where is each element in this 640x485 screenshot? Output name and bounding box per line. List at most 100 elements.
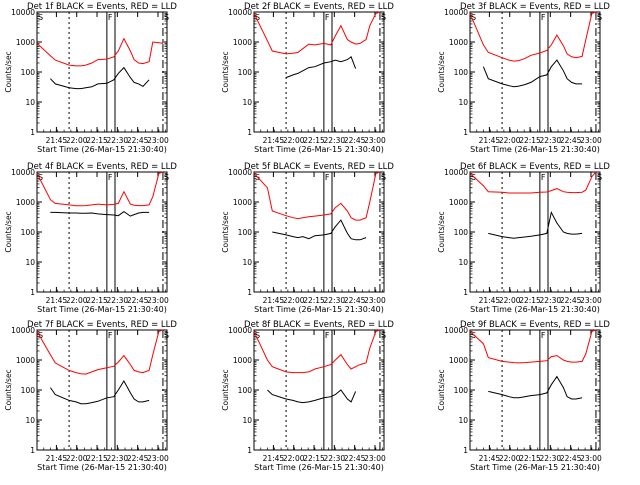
y-tick-label: 10000: [228, 168, 252, 177]
marker-label: S: [381, 13, 386, 22]
plot-frame: [469, 329, 601, 451]
x-tick-label: 22:00: [499, 296, 521, 305]
x-tick-label: 22:30: [324, 296, 346, 305]
y-tick-label: 100: [238, 68, 253, 77]
x-tick-label: 21:45: [263, 296, 285, 305]
x-axis-title: Start Time (26-Mar-15 21:30:40): [470, 463, 600, 472]
y-axis-title: Counts/sec: [437, 211, 446, 252]
x-tick-label: 22:45: [560, 454, 582, 463]
series-line-lld: [36, 37, 163, 67]
series-line-events: [488, 210, 583, 239]
y-tick-label: 10: [458, 416, 468, 425]
x-tick-label: 22:45: [344, 454, 366, 463]
x-tick-label: 21:45: [263, 136, 285, 145]
y-tick-label: 100: [21, 68, 36, 77]
x-tick-label: 22:45: [127, 454, 149, 463]
y-tick-label: 100: [21, 386, 36, 395]
x-tick-label: 22:00: [66, 296, 88, 305]
y-tick-label: 10000: [444, 326, 468, 335]
y-tick-label: 1: [247, 446, 252, 455]
series-line-events: [488, 375, 583, 400]
panel-title: Det 6f BLACK = Events, RED = LLD: [460, 162, 610, 172]
y-axis-title: Counts/sec: [4, 51, 13, 92]
series-line-events: [482, 59, 583, 88]
marker-label: S: [38, 13, 43, 22]
x-tick-label: 23:00: [364, 296, 386, 305]
marker-label: S: [381, 173, 386, 182]
marker-label: F: [108, 173, 113, 182]
marker-label: S: [255, 331, 260, 340]
x-tick-label: 22:15: [519, 296, 541, 305]
x-tick-label: 22:00: [66, 136, 88, 145]
plot-frame: [469, 171, 601, 293]
x-tick-label: 23:00: [580, 454, 602, 463]
marker-label: F: [325, 331, 330, 340]
panel-title: Det 4f BLACK = Events, RED = LLD: [27, 162, 177, 172]
marker-label: F: [541, 13, 546, 22]
x-tick-label: 22:45: [344, 136, 366, 145]
plot-frame: [253, 11, 385, 133]
y-tick-label: 1000: [233, 356, 252, 365]
y-tick-label: 1: [30, 128, 35, 137]
series-line-events: [50, 66, 150, 90]
x-tick-label: 22:45: [344, 296, 366, 305]
panel-det-7: Det 7f BLACK = Events, RED = LLD 1 10 100 10…: [4, 320, 177, 472]
y-tick-label: 1000: [16, 198, 35, 207]
panel-det-5: Det 5f BLACK = Events, RED = LLD 1 10 100 10…: [221, 162, 394, 314]
marker-label: F: [541, 331, 546, 340]
x-tick-label: 22:30: [107, 296, 129, 305]
plot-frame: [36, 329, 168, 451]
x-axis-title: Start Time (26-Mar-15 21:30:40): [254, 145, 384, 154]
x-tick-label: 22:45: [560, 296, 582, 305]
x-tick-label: 21:45: [46, 454, 68, 463]
x-tick-label: 22:15: [519, 454, 541, 463]
y-tick-label: 100: [454, 228, 469, 237]
marker-label: S: [255, 13, 260, 22]
y-axis-title: Counts/sec: [4, 211, 13, 252]
x-axis-title: Start Time (26-Mar-15 21:30:40): [470, 145, 600, 154]
x-tick-label: 22:30: [540, 136, 562, 145]
marker-label: S: [381, 331, 386, 340]
y-tick-label: 10000: [11, 326, 35, 335]
y-axis-title: Counts/sec: [437, 51, 446, 92]
marker-label: F: [541, 173, 546, 182]
marker-label: S: [38, 331, 43, 340]
x-axis-title: Start Time (26-Mar-15 21:30:40): [37, 145, 167, 154]
marker-label: S: [597, 13, 602, 22]
x-tick-label: 22:30: [107, 136, 129, 145]
y-axis-title: Counts/sec: [437, 369, 446, 410]
y-tick-label: 1000: [233, 198, 252, 207]
marker-label: F: [108, 331, 113, 340]
series-line-events: [50, 210, 150, 217]
series-line-lld: [253, 11, 381, 55]
marker-label: S: [38, 173, 43, 182]
series-line-lld: [469, 11, 597, 62]
y-tick-label: 1: [30, 446, 35, 455]
y-tick-label: 1000: [449, 356, 468, 365]
plot-frame: [36, 11, 168, 133]
x-tick-label: 22:15: [303, 136, 325, 145]
x-tick-label: 22:30: [540, 296, 562, 305]
panel-det-8: Det 8f BLACK = Events, RED = LLD 1 10 100 10…: [221, 320, 394, 472]
marker-label: S: [471, 173, 476, 182]
marker-label: F: [325, 13, 330, 22]
y-axis-title: Counts/sec: [221, 369, 230, 410]
x-tick-label: 22:15: [303, 296, 325, 305]
panel-title: Det 7f BLACK = Events, RED = LLD: [27, 320, 177, 330]
series-line-lld: [36, 171, 164, 207]
y-tick-label: 10: [242, 98, 252, 107]
y-tick-label: 1: [30, 288, 35, 297]
y-tick-label: 10: [458, 98, 468, 107]
x-tick-label: 22:45: [560, 136, 582, 145]
x-tick-label: 23:00: [580, 136, 602, 145]
y-tick-label: 10000: [228, 326, 252, 335]
x-tick-label: 22:15: [86, 296, 108, 305]
x-axis-title: Start Time (26-Mar-15 21:30:40): [254, 463, 384, 472]
marker-label: F: [325, 173, 330, 182]
x-tick-label: 21:45: [479, 454, 501, 463]
panel-title: Det 2f BLACK = Events, RED = LLD: [244, 2, 394, 12]
x-tick-label: 21:45: [479, 296, 501, 305]
y-tick-label: 1: [247, 288, 252, 297]
